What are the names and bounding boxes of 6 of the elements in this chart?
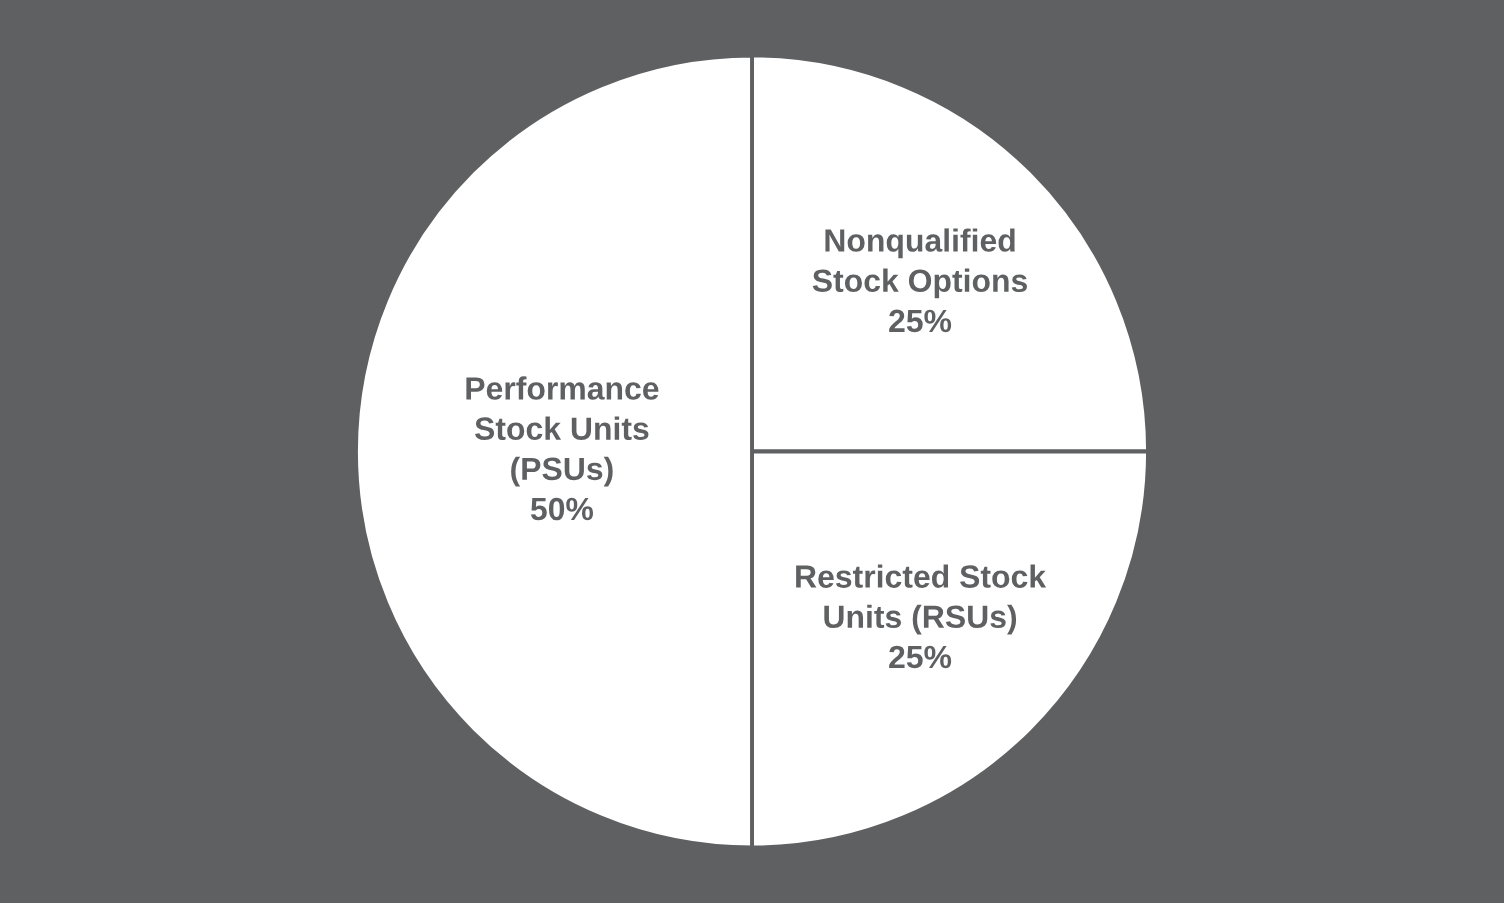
data-label: 25% <box>889 309 952 333</box>
data-label: 25% <box>889 645 952 669</box>
slice-label: Restricted Stock Units (RSUs) <box>796 564 1047 635</box>
data-label: 50% <box>530 497 594 521</box>
slice-label: Nonqualified Stock Options <box>812 228 1027 299</box>
slice-label: Performance Stock Units (PSUs) <box>466 376 659 487</box>
